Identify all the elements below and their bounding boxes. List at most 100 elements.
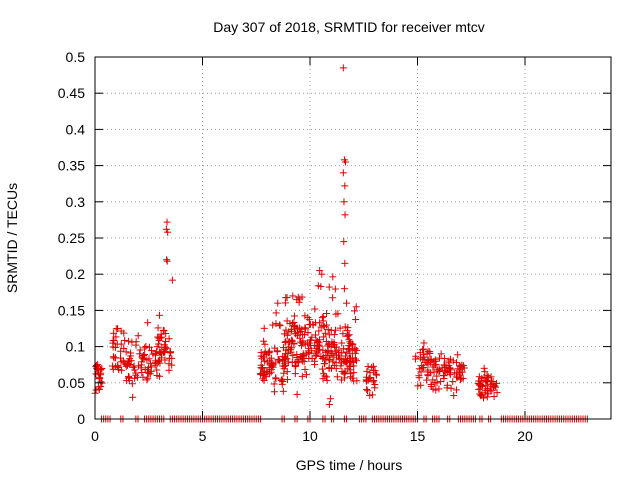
data-point (260, 367, 268, 375)
data-point (273, 348, 281, 356)
data-point (123, 361, 131, 369)
data-point-outlier (352, 303, 360, 311)
data-point (118, 366, 126, 374)
data-point (291, 363, 299, 371)
data-point (329, 273, 337, 281)
data-point (446, 355, 454, 363)
data-point-outlier (339, 169, 347, 177)
data-point (160, 327, 168, 335)
data-point (128, 380, 136, 388)
data-point (125, 374, 133, 382)
data-point (419, 346, 427, 354)
data-point (151, 359, 159, 367)
data-point (269, 321, 277, 329)
data-point (316, 346, 324, 354)
data-point (141, 344, 149, 352)
data-point (335, 346, 343, 354)
data-point (301, 312, 309, 320)
data-point (324, 326, 332, 334)
data-point (319, 317, 327, 325)
data-point (276, 321, 284, 329)
data-point (336, 324, 344, 332)
data-point (282, 326, 290, 334)
data-point (263, 358, 271, 366)
data-point (117, 347, 125, 355)
data-point (341, 368, 349, 376)
data-point (272, 374, 280, 382)
data-point (261, 340, 269, 348)
data-point (319, 375, 327, 383)
data-point (311, 305, 319, 313)
y-tick-label: 0 (77, 411, 85, 427)
data-point (346, 350, 354, 358)
data-point (325, 283, 333, 291)
data-point (161, 337, 169, 345)
data-point (346, 338, 354, 346)
grid-lines (95, 57, 611, 419)
data-point (311, 357, 319, 365)
data-point (318, 365, 326, 373)
data-point (318, 314, 326, 322)
data-point-outlier (326, 395, 334, 403)
data-point-outlier (163, 256, 171, 264)
data-point (446, 369, 454, 377)
data-point (340, 369, 348, 377)
data-point (343, 356, 351, 364)
data-point (315, 327, 323, 335)
data-point-outlier (340, 238, 348, 246)
data-point (283, 317, 291, 325)
data-point (282, 337, 290, 345)
data-point (323, 309, 331, 317)
data-point (297, 353, 305, 361)
data-point (483, 376, 491, 384)
data-point (331, 285, 339, 293)
data-point (282, 362, 290, 370)
data-point (479, 394, 487, 402)
data-point (117, 327, 125, 335)
data-point (368, 363, 376, 371)
data-point-outlier (164, 228, 172, 236)
data-point (440, 375, 448, 383)
data-point (110, 329, 118, 337)
data-point (148, 347, 156, 355)
data-point (285, 343, 293, 351)
data-point-outlier (341, 182, 349, 190)
data-point (301, 325, 309, 333)
data-point (287, 348, 295, 356)
data-point (487, 373, 495, 381)
data-point (113, 340, 121, 348)
data-point (287, 336, 295, 344)
data-point (351, 307, 359, 315)
data-point (325, 365, 333, 373)
data-point (109, 365, 117, 373)
data-point (122, 362, 130, 370)
data-point (346, 373, 354, 381)
data-point (296, 295, 304, 303)
y-tick-label: 0.1 (66, 339, 86, 355)
data-point (329, 358, 337, 366)
data-point (257, 369, 265, 377)
data-point (322, 348, 330, 356)
data-point (165, 335, 173, 343)
data-point (144, 374, 152, 382)
data-point (270, 388, 278, 396)
data-point (427, 380, 435, 388)
data-point (154, 333, 162, 341)
x-axis-label: GPS time / hours (296, 457, 403, 473)
data-point (294, 359, 302, 367)
data-point (162, 330, 170, 338)
data-point (373, 371, 381, 379)
data-point-outlier (325, 401, 333, 409)
data-point (267, 354, 275, 362)
data-point (293, 296, 301, 304)
data-point (350, 369, 358, 377)
data-point-outlier (144, 319, 152, 327)
data-point (153, 343, 161, 351)
data-point-outlier (316, 267, 324, 275)
data-point (132, 369, 140, 377)
data-point (329, 294, 337, 302)
data-point (265, 370, 273, 378)
data-point (296, 324, 304, 332)
data-point (260, 350, 268, 358)
data-point (449, 378, 457, 386)
